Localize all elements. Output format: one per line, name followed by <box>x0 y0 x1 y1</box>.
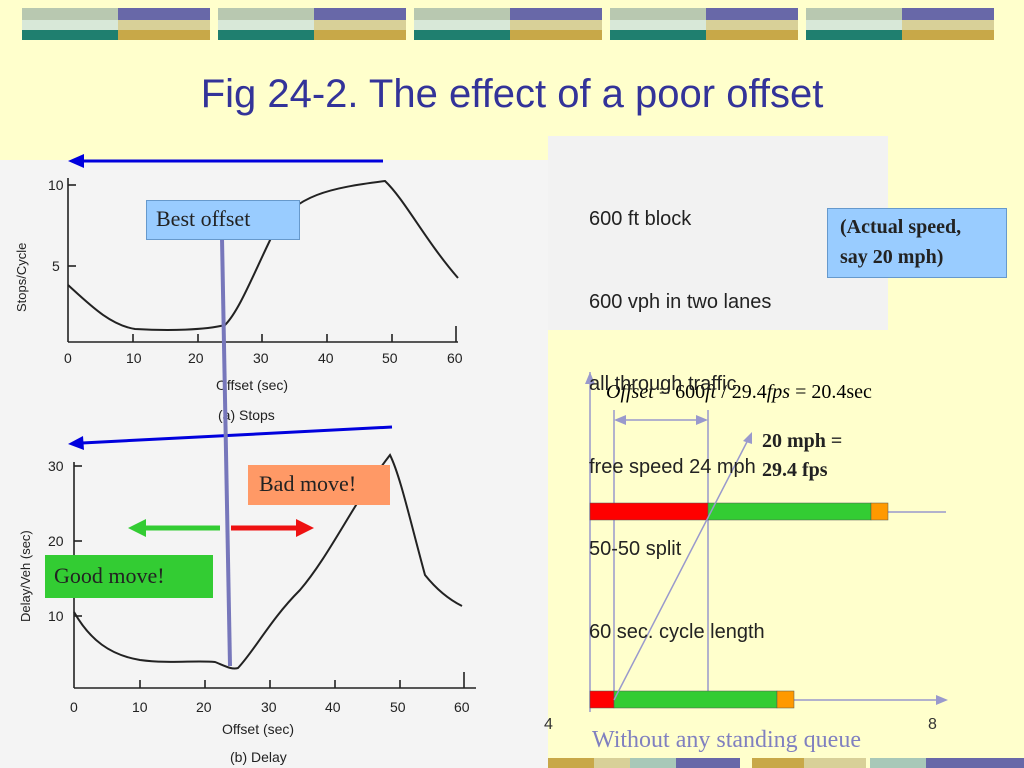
banner-tiles <box>22 8 994 40</box>
bottom-tile <box>926 758 1024 768</box>
top-x-axis-label: Offset (sec) <box>216 377 288 393</box>
banner-tile <box>414 8 602 40</box>
top-y-tick-label: 10 <box>48 177 64 193</box>
top-x-tick-label: 40 <box>318 350 334 366</box>
slide-title: Fig 24-2. The effect of a poor offset <box>200 72 824 116</box>
page-number: 8 <box>928 716 937 733</box>
bottom-x-tick-label: 20 <box>196 699 212 715</box>
top-chart-caption: (a) Stops <box>218 407 275 423</box>
bottom-tile <box>676 758 740 768</box>
time-space-diagram <box>585 372 948 712</box>
trajectory-arrowhead <box>743 432 752 444</box>
top-x-tick-label: 60 <box>447 350 463 366</box>
bottom-x-tick-label: 10 <box>132 699 148 715</box>
bad-move-arrow <box>231 519 314 537</box>
actual-speed-line1: (Actual speed, <box>840 216 962 238</box>
bottom-y-axis-label: Delay/Veh (sec) <box>18 530 33 622</box>
delay-curve <box>73 453 463 670</box>
actual-speed-line2: say 20 mph) <box>840 246 944 268</box>
bottom-chart <box>73 453 476 689</box>
bottom-tile <box>870 758 926 768</box>
formula-result: 20.4 <box>811 381 846 403</box>
offset-span-arrowhead <box>614 415 626 425</box>
formula-distance: 600 <box>675 381 705 403</box>
bottom-x-tick-label: 60 <box>454 699 470 715</box>
good-move-text: Good move! <box>54 563 165 588</box>
formula-speed-unit: fps <box>767 381 791 403</box>
formula-result-unit: sec <box>846 381 872 403</box>
top-x-tick-label: 20 <box>188 350 204 366</box>
formula-distance-unit: ft <box>705 381 717 403</box>
speed-note-line2: 29.4 fps <box>762 459 828 481</box>
bottom-y-tick-label: 20 <box>48 533 64 549</box>
best-offset-line <box>220 237 232 667</box>
good-move-label: Good move! <box>45 555 213 598</box>
conditions-note: 600 ft block 600 vph in two lanes all th… <box>548 136 888 643</box>
bottom-y-tick-label: 30 <box>48 458 64 474</box>
condition-item: 50-50 split <box>589 538 682 560</box>
top-x-tick-label: 30 <box>253 350 269 366</box>
offset-formula: Offset = 600ft / 29.4fps = 20.4sec <box>606 381 872 403</box>
top-x-tick-label: 0 <box>64 350 72 366</box>
banner-tile <box>218 8 406 40</box>
condition-item: all through traffic <box>589 373 737 395</box>
conditions-list: 600 ft block 600 vph in two lanes all th… <box>589 151 771 701</box>
page-fragment: 4 <box>544 716 553 733</box>
top-x-tick-label: 10 <box>126 350 142 366</box>
actual-speed-note: (Actual speed, say 20 mph) <box>827 208 1007 278</box>
condition-item: 600 ft block <box>589 208 692 230</box>
diagram-y-arrowhead <box>585 372 595 384</box>
bottom-blue-arrow <box>68 425 393 450</box>
best-offset-text: Best offset <box>156 206 251 231</box>
lower-yellow-phase <box>776 690 795 709</box>
top-x-tick-label: 50 <box>382 350 398 366</box>
scanned-figure <box>0 160 548 768</box>
bad-move-text: Bad move! <box>259 471 357 496</box>
top-chart <box>67 178 459 343</box>
best-offset-label: Best offset <box>146 200 300 240</box>
banner-tile <box>22 8 210 40</box>
speed-note-line1: 20 mph = <box>762 430 842 452</box>
bottom-tile <box>594 758 630 768</box>
top-blue-arrow <box>68 154 383 168</box>
diagram-x-arrowhead <box>936 695 948 705</box>
condition-item: 60 sec. cycle length <box>589 620 765 643</box>
bottom-tile <box>752 758 804 768</box>
bad-move-label: Bad move! <box>248 465 390 505</box>
bottom-tile <box>630 758 676 768</box>
offset-span-arrowhead <box>696 415 708 425</box>
bottom-x-axis-label: Offset (sec) <box>222 721 294 737</box>
bottom-x-tick-label: 50 <box>390 699 406 715</box>
stops-curve <box>67 179 459 331</box>
bottom-x-tick-label: 0 <box>70 699 78 715</box>
formula-lhs: Offset <box>606 381 654 403</box>
bottom-caption: Without any standing queue <box>592 727 861 753</box>
bottom-tile <box>804 758 866 768</box>
top-y-axis-label: Stops/Cycle <box>14 243 29 312</box>
formula-speed: 29.4 <box>732 381 767 403</box>
bottom-chart-caption: (b) Delay <box>230 749 287 765</box>
vehicle-trajectory <box>613 435 751 701</box>
bottom-x-tick-label: 30 <box>261 699 277 715</box>
condition-item: 600 vph in two lanes <box>589 290 772 313</box>
bottom-y-tick-label: 10 <box>48 608 64 624</box>
banner-tile <box>610 8 798 40</box>
banner-tile <box>806 8 994 40</box>
condition-item: free speed 24 mph <box>589 455 756 478</box>
good-move-arrow <box>128 519 220 537</box>
top-y-tick-label: 5 <box>52 258 60 274</box>
bottom-tile <box>548 758 594 768</box>
upper-yellow-phase <box>870 502 889 521</box>
bottom-x-tick-label: 40 <box>325 699 341 715</box>
